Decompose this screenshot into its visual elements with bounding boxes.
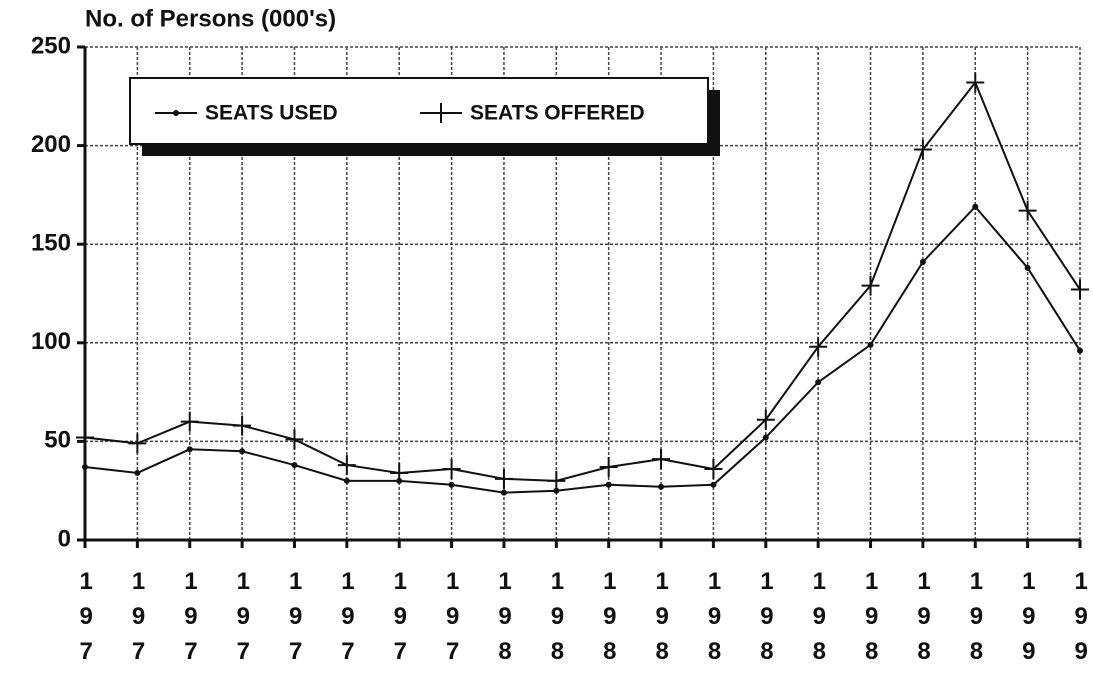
point [186,446,193,453]
point [1018,200,1037,221]
x-tick-label: 1987 [858,568,885,676]
x-tick-label: 1982 [596,568,623,676]
point [285,429,304,450]
x-tick-label: 1981 [544,568,571,676]
point [337,455,356,476]
x-tick-label: 1978 [387,568,414,676]
chart-title: No. of Persons (000's) [85,5,336,32]
y-tick-label: 200 [31,131,71,158]
y-tick-label: 150 [31,230,71,257]
point [972,203,979,210]
point [500,489,507,496]
point [1077,347,1083,354]
point [494,468,513,489]
point [710,481,717,488]
point [1071,279,1089,300]
point [966,72,985,93]
x-tick-label: 1973 [125,568,152,676]
x-tick-label: 1983 [649,568,676,676]
y-tick-label: 0 [58,525,71,552]
point [809,336,828,357]
point [173,110,179,116]
x-tick-label: 1980 [492,568,519,676]
x-tick-label: 1988 [911,568,938,676]
x-tick-label: 1976 [282,568,309,676]
x-tick-label: 1972 [73,568,100,676]
x-tick-label: 1977 [334,568,361,676]
x-tick-label: 1979 [439,568,466,676]
point [343,477,350,484]
point [1024,264,1031,271]
point [762,434,769,441]
point [815,379,822,386]
x-tick-label: 1975 [230,568,257,676]
x-tick-label: 1984 [701,568,728,676]
series-line [84,80,1081,482]
point [134,469,141,476]
point [547,470,566,491]
y-tick-label: 250 [31,32,71,59]
point [180,411,199,432]
point [76,427,94,448]
legend-label: SEATS OFFERED [470,102,645,125]
y-tick-label: 100 [31,328,71,355]
point [652,449,671,470]
point [448,481,455,488]
point [919,258,926,265]
y-tick-label: 50 [44,427,71,454]
x-tick-label: 1974 [177,568,204,676]
point [756,409,775,430]
point [704,459,723,480]
point [861,275,880,296]
point [390,462,409,483]
x-tick-label: 1985 [753,568,780,676]
point [599,457,618,478]
legend-label: SEATS USED [205,102,338,125]
point [82,464,88,471]
series-line [84,205,1081,494]
point [658,483,665,490]
point [605,481,612,488]
x-tick-label: 1986 [806,568,833,676]
x-tick-label: 1989 [963,568,990,676]
x-tick-label: 1991 [1068,568,1093,676]
point [867,341,874,348]
point [442,459,461,480]
point [913,139,932,160]
point [239,448,246,455]
point [128,433,147,454]
point [233,415,252,436]
legend [129,77,709,145]
point [432,103,450,123]
point [291,462,298,469]
x-tick-label: 1990 [1015,568,1042,676]
